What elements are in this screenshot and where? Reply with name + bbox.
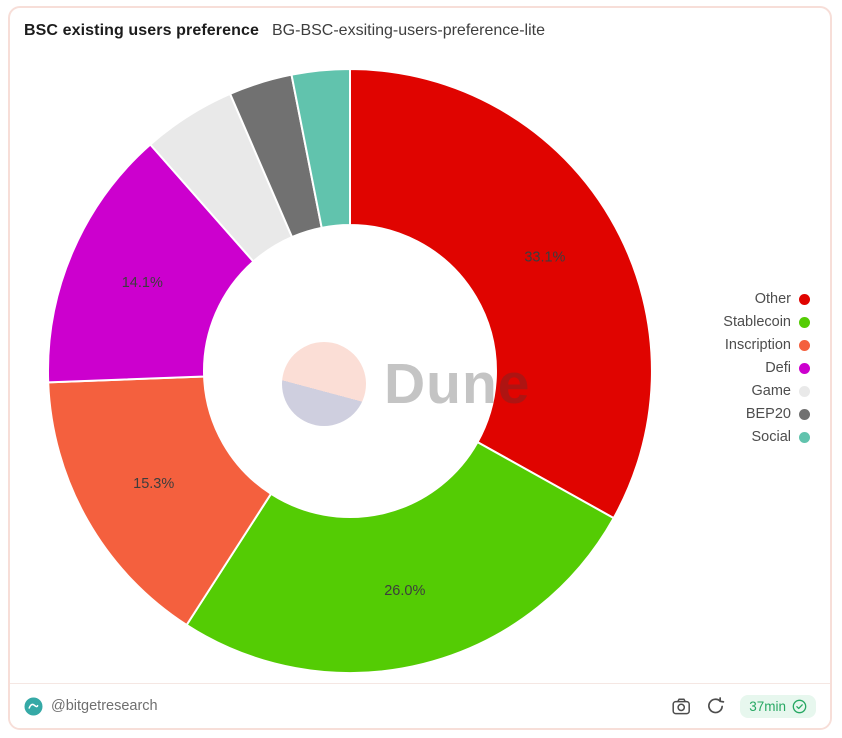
dune-watermark-text: Dune — [384, 352, 531, 416]
legend-item-stablecoin: Stablecoin — [723, 313, 810, 331]
pie-slice-inscription[interactable] — [47, 375, 272, 626]
slice-percentage-label: 14.1% — [122, 275, 163, 291]
slice-percentage-label: 33.1% — [524, 250, 565, 266]
author-name: @bitgetresearch — [51, 698, 158, 714]
legend-label: Game — [751, 383, 792, 399]
legend-color-dot — [799, 339, 810, 351]
legend-color-dot — [799, 431, 810, 443]
verified-check-icon — [792, 699, 807, 713]
legend-color-dot — [799, 293, 810, 305]
legend-label: Defi — [765, 360, 791, 376]
freshness-time: 37min — [749, 698, 786, 714]
legend-item-other: Other — [755, 290, 810, 308]
legend-item-social: Social — [751, 428, 810, 446]
legend-label: Social — [751, 429, 792, 445]
author-link[interactable]: @bitgetresearch — [24, 697, 158, 716]
legend-label: Other — [754, 291, 791, 307]
chart-header: BSC existing users preference BG-BSC-exs… — [24, 22, 545, 40]
chart-legend: Other Stablecoin Inscription Defi Game BEP20 S… — [723, 290, 810, 446]
legend-item-inscription: Inscription — [725, 336, 810, 354]
legend-color-dot — [799, 408, 810, 420]
legend-item-defi: Defi — [765, 359, 810, 377]
data-freshness-badge: 37min — [740, 694, 816, 718]
legend-color-dot — [799, 316, 810, 328]
refresh-icon — [708, 696, 725, 713]
chart-subtitle: BG-BSC-exsiting-users-preference-lite — [272, 22, 545, 39]
footer-bar: @bitgetresearch 37min — [10, 683, 830, 728]
camera-icon — [672, 698, 691, 714]
pie-slice-social[interactable] — [290, 67, 351, 229]
legend-label: Inscription — [724, 337, 791, 353]
slice-percentage-label: 15.3% — [133, 476, 174, 492]
footer-actions: 37min — [672, 694, 816, 718]
screenshot-button[interactable] — [672, 698, 691, 715]
donut-chart: 33.1% 26.0% 15.3% 14.1% — [46, 67, 653, 674]
legend-color-dot — [799, 362, 810, 374]
author-avatar-icon — [24, 697, 43, 715]
pie-slice-stablecoin[interactable] — [185, 441, 615, 674]
chart-title: BSC existing users preference — [24, 22, 259, 39]
slice-percentage-label: 26.0% — [384, 583, 425, 599]
pie-slice-other[interactable] — [349, 68, 653, 520]
refresh-button[interactable] — [706, 696, 725, 716]
legend-color-dot — [799, 385, 810, 397]
chart-card: BSC existing users preference BG-BSC-exs… — [8, 6, 832, 730]
dune-watermark[interactable]: Dune — [282, 342, 531, 426]
legend-item-game: Game — [751, 382, 810, 400]
legend-item-bep20: BEP20 — [746, 405, 810, 423]
legend-label: Stablecoin — [723, 314, 791, 330]
legend-label: BEP20 — [745, 406, 791, 422]
dune-logo-icon — [282, 342, 366, 426]
